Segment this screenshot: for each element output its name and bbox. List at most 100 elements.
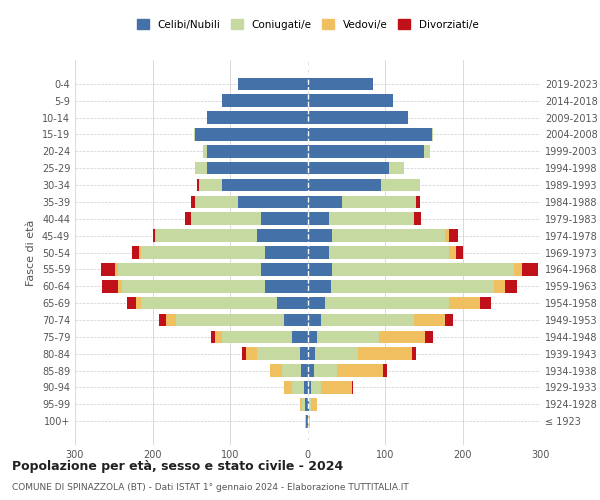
Bar	[195, 128, 308, 141]
Bar	[152, 230, 155, 242]
Bar	[118, 280, 121, 292]
Bar	[222, 178, 308, 192]
Bar	[292, 330, 308, 343]
Legend: Celibi/Nubili, Coniugati/e, Vedovi/e, Divorziati/e: Celibi/Nubili, Coniugati/e, Vedovi/e, Di…	[133, 15, 482, 34]
Bar	[197, 178, 199, 192]
Bar	[332, 263, 514, 276]
Bar	[514, 263, 522, 276]
Bar	[308, 111, 408, 124]
Bar	[308, 297, 325, 310]
Bar	[301, 364, 308, 377]
Bar	[222, 330, 292, 343]
Bar	[445, 314, 453, 326]
Bar	[425, 330, 433, 343]
Bar	[311, 381, 320, 394]
Bar	[195, 162, 207, 174]
Bar	[479, 297, 491, 310]
Bar	[306, 415, 308, 428]
Bar	[416, 196, 420, 208]
Bar	[115, 263, 118, 276]
Bar	[304, 381, 308, 394]
Bar	[136, 297, 141, 310]
Bar	[265, 246, 308, 259]
Bar	[127, 297, 136, 310]
Bar	[158, 314, 166, 326]
Bar	[195, 196, 238, 208]
Bar	[308, 196, 343, 208]
Bar	[308, 415, 310, 428]
Bar	[271, 364, 282, 377]
Bar	[308, 128, 431, 141]
Bar	[308, 381, 311, 394]
Bar	[211, 330, 215, 343]
Bar	[308, 78, 373, 90]
Bar	[332, 230, 445, 242]
Bar	[320, 381, 352, 394]
Bar	[207, 111, 308, 124]
Bar	[141, 297, 277, 310]
Bar	[265, 280, 308, 292]
Bar	[222, 94, 308, 107]
Bar	[300, 348, 308, 360]
Bar	[383, 364, 388, 377]
Bar	[257, 230, 308, 242]
Bar	[166, 314, 176, 326]
Bar	[308, 348, 315, 360]
Bar	[155, 230, 157, 242]
Bar	[325, 297, 449, 310]
Bar	[257, 348, 300, 360]
Y-axis label: Fasce di età: Fasce di età	[26, 220, 36, 286]
Bar	[157, 230, 257, 242]
Bar	[308, 162, 389, 174]
Bar	[305, 398, 308, 410]
Bar	[424, 145, 430, 158]
Bar	[191, 212, 261, 225]
Bar	[101, 263, 115, 276]
Bar	[493, 280, 505, 292]
Bar	[203, 145, 207, 158]
Bar	[238, 78, 308, 90]
Bar	[238, 196, 308, 208]
Bar	[308, 364, 314, 377]
Bar	[308, 314, 322, 326]
Bar	[176, 314, 284, 326]
Bar	[141, 246, 265, 259]
Bar	[352, 381, 353, 394]
Bar	[284, 381, 292, 394]
Bar	[191, 196, 195, 208]
Bar	[207, 162, 308, 174]
Bar	[199, 178, 222, 192]
Bar	[415, 212, 421, 225]
Bar	[261, 212, 308, 225]
Bar	[358, 348, 412, 360]
Text: COMUNE DI SPINAZZOLA (BT) - Dati ISTAT 1° gennaio 2024 - Elaborazione TUTTITALIA: COMUNE DI SPINAZZOLA (BT) - Dati ISTAT 1…	[12, 483, 409, 492]
Bar	[308, 398, 309, 410]
Bar	[292, 381, 304, 394]
Bar	[309, 398, 311, 410]
Bar	[284, 314, 308, 326]
Bar	[315, 348, 358, 360]
Bar	[308, 145, 424, 158]
Bar	[194, 128, 195, 141]
Bar	[118, 263, 261, 276]
Bar	[308, 94, 393, 107]
Bar	[277, 297, 308, 310]
Text: Popolazione per età, sesso e stato civile - 2024: Popolazione per età, sesso e stato civil…	[12, 460, 343, 473]
Bar	[139, 246, 141, 259]
Bar	[389, 162, 404, 174]
Bar	[449, 230, 458, 242]
Bar	[379, 330, 425, 343]
Bar	[449, 246, 455, 259]
Bar	[412, 348, 416, 360]
Bar	[185, 212, 191, 225]
Bar	[449, 297, 479, 310]
Bar	[242, 348, 245, 360]
Bar	[308, 246, 329, 259]
Bar	[431, 128, 433, 141]
Bar	[305, 415, 306, 428]
Bar	[282, 364, 301, 377]
Bar	[245, 348, 257, 360]
Bar	[455, 246, 463, 259]
Bar	[522, 263, 538, 276]
Bar	[308, 230, 332, 242]
